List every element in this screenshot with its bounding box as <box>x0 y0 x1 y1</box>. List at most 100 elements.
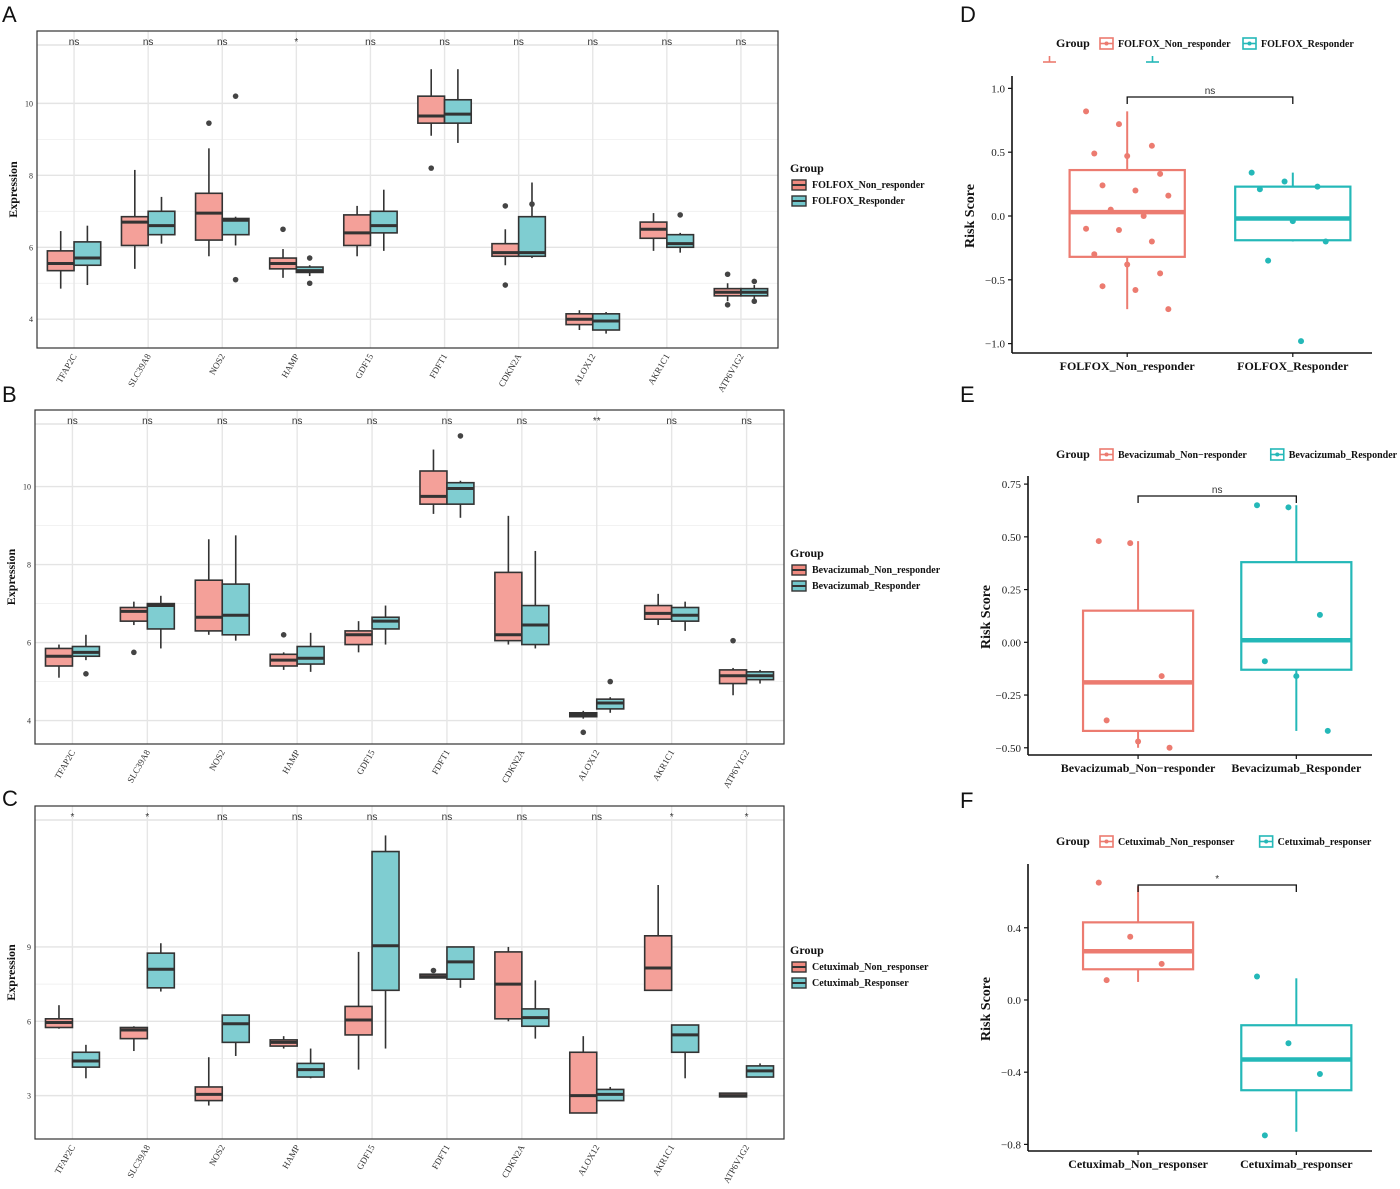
gene-tick-label: NOS2 <box>207 352 227 376</box>
jitter-point <box>1095 538 1102 545</box>
legend-title: Group <box>790 161 824 175</box>
jitter-point <box>1256 186 1263 193</box>
gene-tick-label: HAMP <box>280 1143 302 1171</box>
outlier-point <box>724 302 731 308</box>
significance-label: ns <box>591 812 602 823</box>
jitter-point <box>1261 658 1268 665</box>
gene-tick-label: FDFT1 <box>430 748 452 776</box>
outlier-point <box>751 278 758 285</box>
legend-swatch-dot <box>1104 452 1109 457</box>
y-tick-label: 0.5 <box>991 147 1005 159</box>
significance-label: ** <box>593 416 601 427</box>
y-tick-label: 9 <box>27 943 31 952</box>
gene-tick-label: GDF15 <box>355 1143 377 1172</box>
legend-title: Group <box>790 943 824 957</box>
jitter-point <box>1165 306 1172 313</box>
gene-tick-label: TFAP2C <box>54 352 79 385</box>
significance-label: ns <box>217 812 228 823</box>
y-tick-label: 0.25 <box>1002 585 1022 597</box>
jitter-point <box>1293 673 1300 680</box>
gene-tick-label: NOS2 <box>207 1143 227 1167</box>
gene-tick-label: ATP6V1G2 <box>721 1143 751 1185</box>
y-tick-label: 8 <box>29 171 33 180</box>
box-nos2-res <box>221 583 251 636</box>
jitter-point <box>1254 502 1261 509</box>
jitter-point <box>1135 738 1142 745</box>
category-label: Cetuximab_Non_responser <box>1068 1157 1208 1171</box>
y-tick-label: −0.5 <box>985 275 1005 287</box>
legend-swatch-dot <box>1104 41 1109 46</box>
y-tick-label: 10 <box>25 99 33 108</box>
box-cdkn2a-non <box>491 242 520 258</box>
box-slc39a8-res <box>146 602 176 630</box>
outlier-point <box>306 280 313 287</box>
gene-tick-label: ATP6V1G2 <box>716 352 746 394</box>
outlier-point <box>580 729 587 736</box>
gene-tick-label: CDKN2A <box>500 748 527 785</box>
legend-swatch-dot <box>1247 41 1252 46</box>
y-tick-label: 0.50 <box>1002 532 1022 544</box>
jitter-point <box>1124 261 1131 268</box>
y-tick-label: 3 <box>27 1092 31 1101</box>
gene-tick-label: SLC39A8 <box>125 1143 152 1180</box>
jitter-point <box>1285 1040 1292 1047</box>
y-axis-label: Expression <box>4 944 18 1001</box>
box-tfap2c-res <box>73 241 102 267</box>
box-fdft1-res <box>443 98 473 124</box>
y-axis-label: Expression <box>4 548 18 605</box>
gene-tick-label: AKR1C1 <box>651 748 677 782</box>
gene-tick-label: AKR1C1 <box>651 1143 677 1177</box>
significance-label: ns <box>367 416 378 427</box>
outlier-point <box>280 226 286 233</box>
gene-tick-label: CDKN2A <box>500 1143 527 1180</box>
gene-tick-label: ALOX12 <box>576 1143 602 1177</box>
jitter-point <box>1165 192 1172 199</box>
legend-title: Group <box>790 546 824 560</box>
category-label: Cetuximab_responser <box>1240 1157 1353 1171</box>
significance-label: ns <box>217 37 228 48</box>
significance-label: * <box>1215 874 1219 885</box>
significance-label: * <box>145 812 149 823</box>
category-label: FOLFOX_Responder <box>1237 359 1349 373</box>
gene-tick-label: GDF15 <box>355 748 377 777</box>
box-cdkn2a-res <box>517 215 547 258</box>
y-tick-label: 0.75 <box>1002 479 1022 491</box>
jitter-point <box>1148 238 1155 245</box>
gene-tick-label: HAMP <box>279 352 301 380</box>
significance-label: ns <box>513 37 524 48</box>
y-tick-label: 0.4 <box>1007 923 1021 935</box>
outlier-point <box>232 93 239 99</box>
risk-box-non <box>1081 609 1195 733</box>
y-axis-label: Risk Score <box>979 977 994 1041</box>
outlier-point <box>428 165 435 171</box>
legend-item-label: Cetuximab_Non_responser <box>812 962 929 973</box>
jitter-point <box>1103 977 1110 984</box>
legend-item-label: FOLFOX_Responder <box>812 196 905 207</box>
y-tick-label: 0.0 <box>991 211 1005 223</box>
gene-tick-label: ATP6V1G2 <box>721 748 751 790</box>
gene-tick-label: TFAP2C <box>53 1143 78 1176</box>
significance-label: ns <box>666 416 677 427</box>
panel-c-letter: C <box>2 786 18 811</box>
significance-label: * <box>745 812 749 823</box>
jitter-point <box>1322 238 1329 245</box>
significance-bracket <box>1126 96 1294 104</box>
gene-tick-label: FDFT1 <box>427 352 449 380</box>
outlier-point <box>306 255 313 261</box>
box-hamp-res <box>296 645 325 665</box>
box-tfap2c-non <box>46 250 75 272</box>
significance-label: ns <box>741 416 752 427</box>
y-tick-label: 6 <box>29 243 33 252</box>
jitter-point <box>1099 283 1106 290</box>
jitter-point <box>1158 960 1165 967</box>
y-axis-label: Risk Score <box>963 184 978 248</box>
risk-box-res <box>1234 185 1352 242</box>
jitter-point <box>1289 218 1296 225</box>
significance-label: * <box>294 37 298 48</box>
box-akr1c1-res <box>666 233 695 249</box>
box-alox12-non <box>568 1051 598 1114</box>
gene-tick-label: FDFT1 <box>430 1143 452 1171</box>
box-gdf15-res <box>371 616 400 630</box>
significance-bracket <box>1137 495 1297 503</box>
gene-tick-label: TFAP2C <box>53 748 78 781</box>
